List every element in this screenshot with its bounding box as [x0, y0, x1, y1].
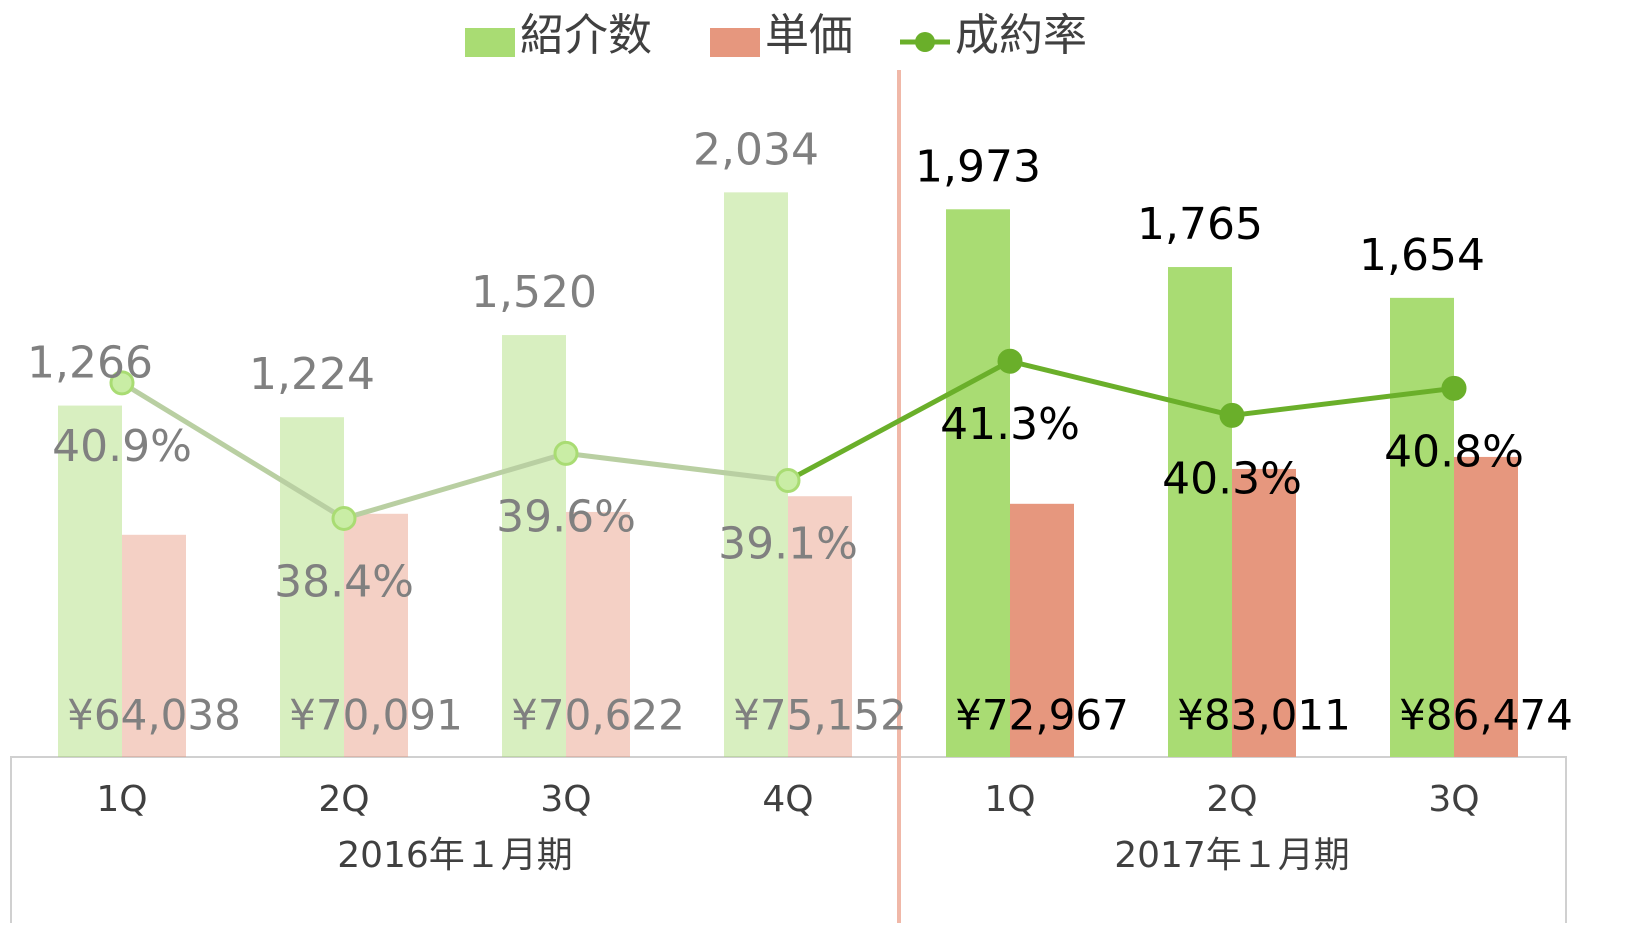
line-marker: [997, 348, 1023, 374]
bar: [122, 534, 186, 757]
x-tick-label: 2Q: [318, 779, 369, 820]
legend-label: 成約率: [955, 10, 1087, 61]
x-tick-label: 3Q: [540, 779, 591, 820]
data-label: 1,520: [471, 267, 597, 318]
data-label: 39.6%: [496, 491, 636, 542]
bar: [502, 335, 566, 757]
line-marker: [775, 467, 801, 493]
line-marker: [1441, 375, 1467, 401]
data-label: 40.8%: [1384, 426, 1524, 477]
x-tick-label: 2Q: [1206, 779, 1257, 820]
bar: [946, 209, 1010, 758]
data-label: 39.1%: [718, 518, 858, 569]
line-marker: [331, 505, 357, 531]
bar: [280, 417, 344, 757]
group-label: 2017年１月期: [1114, 835, 1350, 876]
data-label: ¥70,622: [511, 691, 685, 740]
data-label: 38.4%: [274, 556, 414, 607]
bar: [566, 511, 630, 757]
group-label: 2016年１月期: [337, 835, 573, 876]
bar: [1010, 503, 1074, 757]
line-marker: [553, 440, 579, 466]
bar: [1390, 297, 1454, 757]
line-marker: [109, 370, 135, 396]
x-tick-label: 4Q: [762, 779, 813, 820]
line-segment: [565, 450, 789, 483]
data-label: ¥70,091: [289, 691, 463, 740]
legend-swatch: [710, 28, 760, 57]
data-label: 1,266: [27, 338, 153, 389]
x-tick-label: 1Q: [96, 779, 147, 820]
data-label: 1,224: [249, 349, 375, 400]
x-tick-label: 3Q: [1428, 779, 1479, 820]
bar: [788, 496, 852, 757]
bar: [1454, 456, 1518, 757]
bar: [344, 513, 408, 757]
data-label: ¥86,474: [1399, 691, 1573, 740]
bar: [58, 405, 122, 757]
data-label: ¥72,967: [955, 691, 1129, 740]
data-label: ¥75,152: [733, 691, 907, 740]
line-segment: [1231, 385, 1455, 418]
data-label: 1,973: [915, 141, 1041, 192]
legend-swatch: [915, 32, 935, 52]
data-label: ¥83,011: [1177, 691, 1351, 740]
legend-label: 単価: [765, 10, 853, 61]
line-marker: [1219, 402, 1245, 428]
line-segment: [1009, 358, 1233, 418]
legend-swatch: [465, 28, 515, 57]
data-label: ¥64,038: [67, 691, 241, 740]
data-label: 40.3%: [1162, 453, 1302, 504]
data-label: 1,654: [1359, 230, 1485, 281]
x-tick-label: 1Q: [984, 779, 1035, 820]
data-label: 2,034: [693, 124, 819, 175]
data-label: 41.3%: [940, 399, 1080, 450]
bar: [1232, 468, 1296, 757]
line-segment: [343, 450, 567, 521]
data-label: 1,765: [1137, 199, 1263, 250]
bar: [1168, 267, 1232, 757]
legend-label: 紹介数: [520, 10, 652, 61]
line-segment: [786, 359, 1012, 483]
line-segment: [120, 380, 346, 521]
data-label: 40.9%: [52, 421, 192, 472]
